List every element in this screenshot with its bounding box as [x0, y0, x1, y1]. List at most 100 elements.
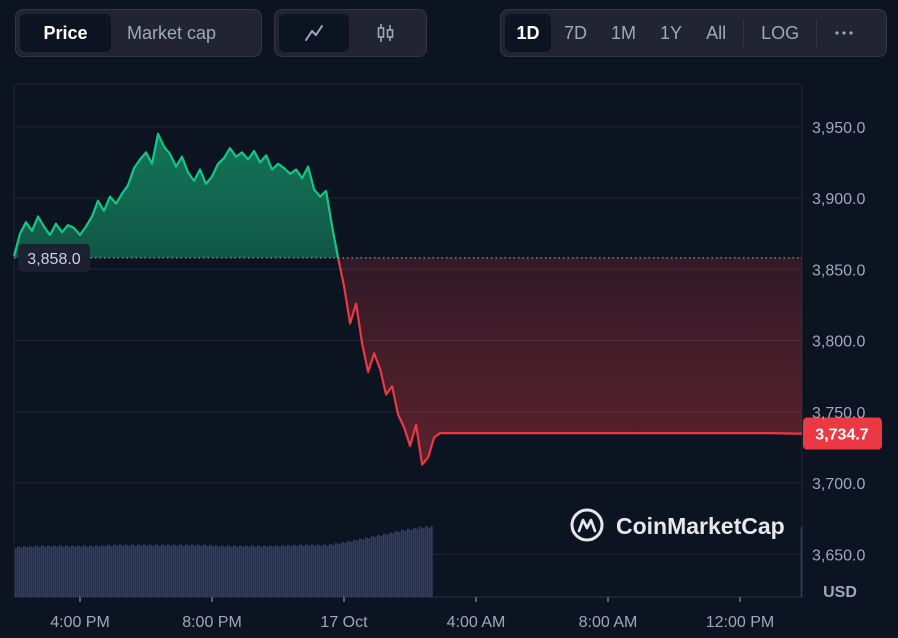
volume-bar [231, 546, 233, 597]
volume-bar [53, 545, 55, 597]
more-options-button[interactable] [823, 14, 865, 52]
volume-bar [77, 545, 79, 597]
volume-bar [225, 546, 227, 597]
volume-bar [343, 542, 345, 597]
volume-bar [101, 544, 103, 597]
volume-bar [91, 546, 93, 597]
log-scale-toggle[interactable]: LOG [761, 22, 800, 43]
volume-bar [263, 545, 265, 597]
volume-bar [49, 546, 51, 597]
tab-price[interactable]: Price [20, 14, 111, 52]
volume-bar [353, 539, 355, 597]
volume-bar [207, 546, 209, 597]
volume-bar [171, 545, 173, 597]
volume-bar [313, 544, 315, 597]
last-price-label: 3,734.7 [815, 427, 868, 444]
volume-bar [251, 545, 253, 597]
volume-bar [203, 544, 205, 597]
volume-bar [249, 546, 251, 597]
volume-bar [387, 534, 389, 597]
volume-bar [257, 545, 259, 597]
volume-bar [371, 536, 373, 597]
volume-bar [389, 532, 391, 597]
chart-style-switch [274, 9, 427, 57]
y-tick-label: 3,700.0 [812, 476, 865, 493]
volume-bar [119, 544, 121, 597]
volume-bar [179, 544, 181, 597]
last-price-badge [803, 417, 882, 450]
range-7d[interactable]: 7D [564, 22, 588, 43]
volume-bar [287, 544, 289, 597]
range-1d[interactable]: 1D [505, 14, 551, 52]
volume-bar [117, 545, 119, 597]
volume-bar [345, 542, 347, 597]
volume-bar [283, 545, 285, 597]
volume-bar [17, 546, 19, 597]
volume-bar [419, 526, 421, 597]
volume-bar [115, 545, 117, 597]
volume-bar [291, 546, 293, 597]
y-tick-label: 3,750.0 [812, 405, 865, 422]
volume-bar [415, 528, 417, 597]
volume-bar [177, 545, 179, 597]
volume-bar [125, 544, 127, 597]
volume-bar [253, 546, 255, 597]
volume-bar [397, 531, 399, 597]
volume-bar [417, 528, 419, 597]
tab-market-cap[interactable]: Market cap [127, 22, 217, 43]
volume-bar [83, 545, 85, 597]
volume-bar [233, 545, 235, 597]
volume-bar [93, 546, 95, 597]
volume-bar [29, 545, 31, 597]
more-dots-icon [835, 31, 853, 35]
volume-bar [325, 544, 327, 597]
volume-bar [37, 546, 39, 597]
volume-bar [391, 532, 393, 597]
reference-price-badge [18, 243, 90, 272]
price-line-up [12, 132, 340, 258]
volume-bar [213, 546, 215, 597]
volume-bar [135, 545, 137, 597]
volume-bar [187, 544, 189, 597]
volume-bar [341, 541, 343, 597]
volume-bar [95, 545, 97, 597]
volume-bar [315, 545, 317, 597]
volume-bar [303, 545, 305, 597]
volume-bar [111, 546, 113, 597]
volume-bar [281, 545, 283, 597]
volume-bar [31, 546, 33, 597]
volume-bar [167, 544, 169, 597]
volume-bar [151, 544, 153, 597]
volume-bar [355, 540, 357, 597]
volume-bar [267, 546, 269, 597]
volume-bar [67, 546, 69, 597]
volume-bar [425, 526, 427, 597]
volume-bar [99, 546, 101, 597]
volume-bar [15, 547, 17, 597]
range-all[interactable]: All [706, 22, 727, 43]
candlestick-button[interactable] [351, 14, 421, 52]
volume-bar [175, 544, 177, 597]
volume-bar [351, 541, 353, 597]
range-1m[interactable]: 1M [611, 22, 637, 43]
watermark-text: CoinMarketCap [616, 513, 785, 539]
volume-bar [369, 538, 371, 597]
volume-bar [35, 545, 37, 597]
volume-bar [255, 546, 257, 597]
volume-bar [297, 545, 299, 597]
volume-bar [411, 529, 413, 597]
line-chart-button[interactable] [279, 14, 349, 52]
volume-bar [235, 546, 237, 597]
range-1y[interactable]: 1Y [660, 22, 683, 43]
volume-bar [271, 546, 273, 597]
volume-bar [309, 545, 311, 597]
volume-bar [399, 532, 401, 597]
volume-bar [229, 546, 231, 597]
volume-bar [221, 545, 223, 597]
volume-bar [185, 544, 187, 597]
coinmarketcap-logo: CoinMarketCap [570, 508, 785, 542]
volume-bar [69, 546, 71, 597]
reference-price-label: 3,858.0 [27, 251, 80, 268]
volume-bar [319, 544, 321, 597]
